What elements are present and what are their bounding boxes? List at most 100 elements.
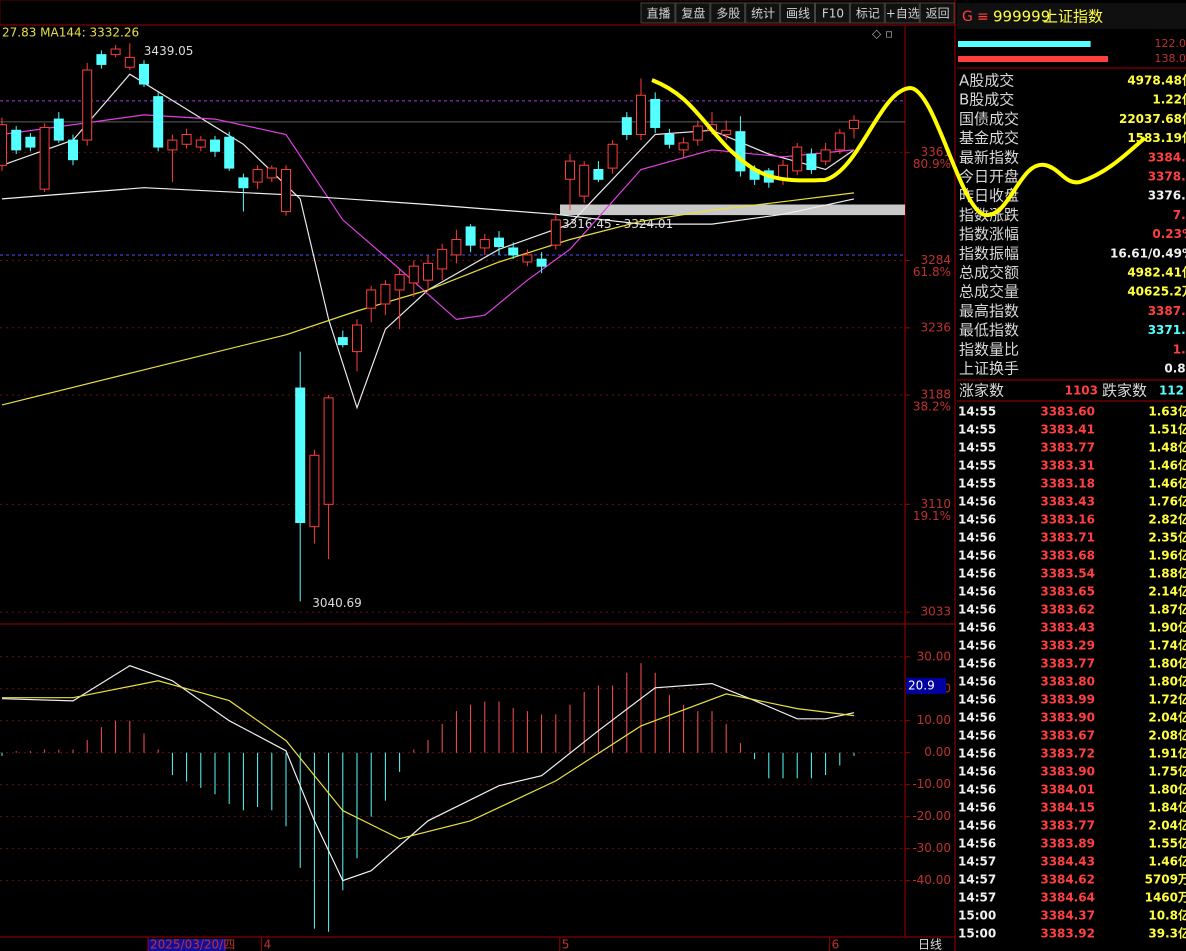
toolbar-button-label[interactable]: +自选 — [886, 7, 920, 21]
tick-price: 3383.77 — [1040, 441, 1095, 455]
stat-value: 1.22亿 — [1152, 92, 1186, 107]
candle-body — [124, 56, 135, 68]
tick-price: 3383.62 — [1040, 603, 1095, 617]
stat-label: A股成交 — [959, 72, 1014, 90]
toolbar-button[interactable] — [815, 2, 850, 24]
tick-volume: 1.72亿 — [1148, 692, 1186, 707]
tick-time: 14:56 — [958, 819, 996, 833]
tick-time: 14:55 — [958, 441, 996, 455]
tick-volume: 1.63亿 — [1148, 404, 1186, 419]
ratio-label: 138.0 — [1155, 52, 1186, 65]
candle-body — [820, 149, 831, 162]
toolbar-button-label[interactable]: 标记 — [856, 7, 880, 21]
toolbar-button-label[interactable]: 复盘 — [681, 6, 705, 21]
stat-label: 总成交量 — [959, 283, 1019, 301]
tick-volume: 1.46亿 — [1148, 476, 1186, 491]
user-drawing — [651, 78, 1147, 217]
toolbar-button-label[interactable]: 返回 — [926, 7, 950, 21]
candle-body — [394, 274, 405, 291]
y-tick-label: 3188 — [920, 388, 951, 402]
tick-volume: 2.04亿 — [1148, 818, 1186, 833]
tick-time: 15:00 — [958, 909, 996, 923]
toolbar-button-label[interactable]: 统计 — [751, 7, 775, 21]
tick-volume: 1.96亿 — [1148, 548, 1186, 563]
stat-value: 3384.1 — [1148, 150, 1186, 164]
tick-price: 3383.77 — [1040, 657, 1095, 671]
tick-volume: 1.75亿 — [1148, 764, 1186, 779]
date-label: 6 — [832, 938, 840, 951]
stat-label: 指数振幅 — [959, 244, 1019, 262]
tick-volume: 2.14亿 — [1148, 584, 1186, 599]
tick-price: 3383.89 — [1040, 837, 1095, 851]
candle-body — [607, 143, 618, 169]
tick-volume: 1.74亿 — [1148, 638, 1186, 653]
toolbar-button[interactable] — [640, 2, 676, 24]
stat-value: 0.86 — [1164, 362, 1186, 376]
candle-body — [252, 168, 263, 183]
tick-time: 14:56 — [958, 621, 996, 635]
candle-body — [366, 289, 377, 309]
tick-time: 14:56 — [958, 729, 996, 743]
tick-price: 3383.31 — [1040, 459, 1095, 473]
candle-body — [508, 247, 519, 256]
tick-time: 14:56 — [958, 783, 996, 797]
toolbar-button[interactable] — [780, 2, 815, 24]
tick-time: 14:57 — [958, 891, 996, 905]
stat-value: 0.23% — [1152, 227, 1186, 241]
stat-label: 上证换手 — [959, 360, 1019, 378]
tick-volume: 1.55亿 — [1148, 836, 1186, 851]
toolbar-button[interactable] — [849, 2, 885, 24]
candle-body — [153, 96, 164, 148]
candle-body — [479, 239, 490, 249]
tick-price: 3384.64 — [1040, 891, 1095, 905]
toolbar-button[interactable] — [884, 2, 920, 24]
tick-volume: 5709万 — [1145, 873, 1186, 887]
indicator-line — [1, 192, 855, 406]
tick-time: 14:56 — [958, 603, 996, 617]
current-value-box — [906, 677, 946, 694]
toolbar-button[interactable] — [675, 2, 711, 24]
toolbar-button-label[interactable]: 画线 — [786, 7, 810, 21]
tick-time: 14:56 — [958, 837, 996, 851]
candle-body — [309, 454, 320, 528]
tick-volume: 1.88亿 — [1148, 566, 1186, 581]
quote-menu[interactable]: ≡ — [977, 9, 989, 25]
y-tick-label: -20.00 — [912, 809, 951, 823]
tick-volume: 1.90亿 — [1148, 620, 1186, 635]
price-band — [560, 204, 905, 216]
quote-prefix: G — [962, 9, 973, 25]
candle-body — [224, 136, 235, 169]
toolbar-button-label[interactable]: 多股 — [716, 7, 740, 21]
tick-time: 14:56 — [958, 567, 996, 581]
stat-value: 3387.7 — [1148, 304, 1186, 318]
toolbar-button[interactable] — [745, 2, 781, 24]
stat-label: B股成交 — [959, 91, 1014, 109]
tick-volume: 1.84亿 — [1148, 800, 1186, 815]
y-tick-label: -30.00 — [912, 841, 951, 855]
tick-time: 14:55 — [958, 459, 996, 473]
tick-price: 3383.68 — [1040, 549, 1095, 563]
toolbar-button-label[interactable]: F10 — [822, 7, 844, 21]
breadth-label: 涨家数 — [959, 382, 1004, 400]
indicator-line — [1, 114, 855, 321]
toolbar-button[interactable] — [919, 2, 955, 24]
y-tick-label: 3361 — [920, 145, 951, 159]
tick-volume: 10.8亿 — [1148, 908, 1186, 923]
y-tick-label: 3033 — [920, 605, 951, 619]
fib-label: 19.1% — [913, 509, 951, 523]
y-tick-label: -10.00 — [912, 777, 951, 791]
candle-body — [295, 387, 306, 524]
candle-body — [465, 226, 476, 246]
tick-price: 3383.54 — [1040, 567, 1095, 581]
stat-value: 3376.2 — [1148, 189, 1186, 203]
stat-value: 7.9 — [1173, 208, 1186, 222]
tick-volume: 1.48亿 — [1148, 440, 1186, 455]
quote-name: 上证指数 — [1043, 8, 1103, 26]
toolbar-button[interactable] — [710, 2, 746, 24]
tick-price: 3383.41 — [1040, 423, 1095, 437]
toolbar-button-label[interactable]: 直播 — [646, 7, 670, 21]
candle-body — [337, 337, 348, 346]
tick-price: 3384.37 — [1040, 909, 1095, 923]
ratio-bar — [958, 56, 1108, 62]
stat-value: 4978.48亿 — [1127, 73, 1186, 88]
